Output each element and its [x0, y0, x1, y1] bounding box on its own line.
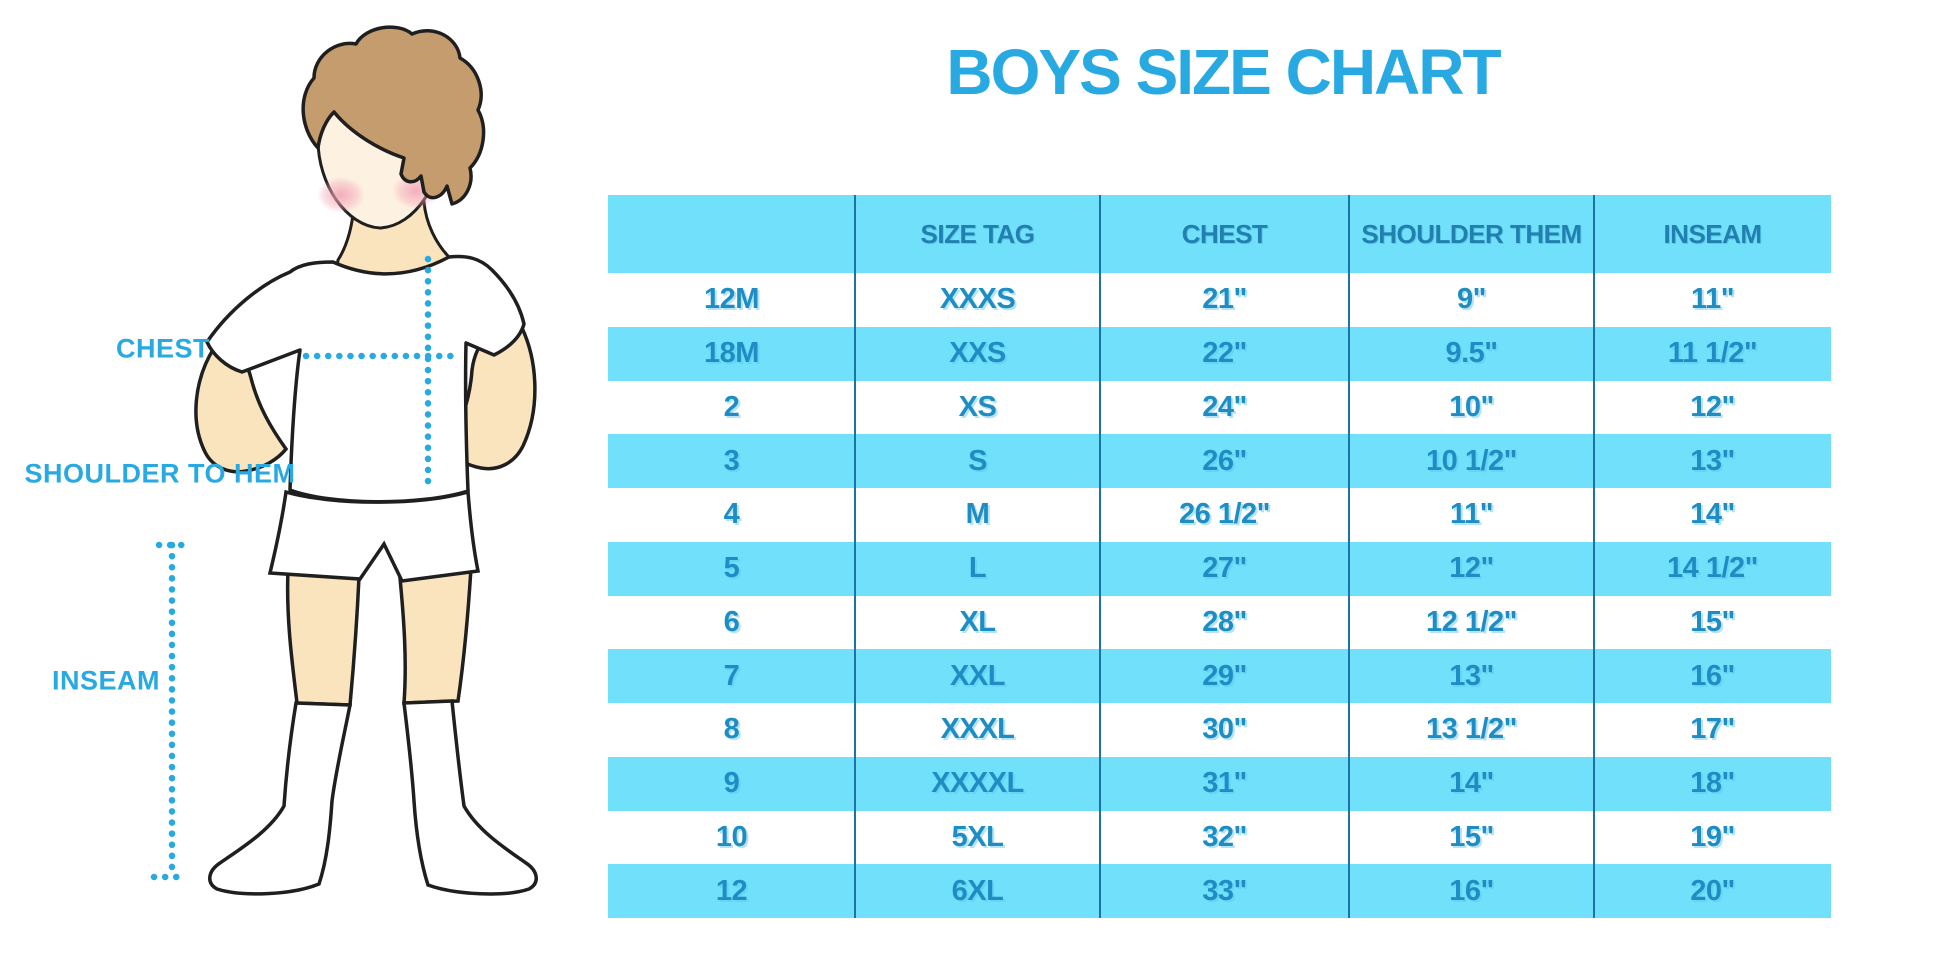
cell-inseam: 12"	[1690, 390, 1735, 423]
column-divider	[1593, 195, 1595, 918]
cell-inseam: 16"	[1690, 659, 1735, 692]
cell-size-tag: 5XL	[951, 820, 1004, 853]
table-row: 3 S 26" 10 1/2" 13"	[608, 434, 1831, 488]
cell-chest: 26 1/2"	[1179, 498, 1270, 531]
cell-shoulder: 9"	[1457, 283, 1486, 316]
cell-size: 4	[723, 498, 740, 531]
cell-inseam: 13"	[1690, 444, 1735, 477]
column-divider	[1099, 195, 1101, 918]
cell-shoulder: 13 1/2"	[1426, 713, 1517, 746]
shorts	[267, 489, 481, 583]
cell-size-tag: S	[968, 444, 987, 477]
table-row: 12 6XL 33" 16" 20"	[608, 864, 1831, 918]
table-row: 5 L 27" 12" 14 1/2"	[608, 541, 1831, 596]
cell-size-tag: 6XL	[951, 874, 1004, 907]
cell-size-tag: XXXS	[939, 283, 1016, 316]
cell-size: 5	[723, 552, 740, 585]
cell-size: 2	[723, 390, 740, 423]
table-row: 10 5XL 32" 15" 19"	[608, 810, 1831, 865]
cell-size: 7	[723, 659, 740, 692]
size-table: SIZE TAG CHEST SHOULDER THEM INSEAM 12M …	[608, 195, 1831, 918]
cell-size: 10	[715, 820, 748, 853]
measurement-lines	[150, 255, 464, 881]
cell-shoulder: 10"	[1449, 390, 1494, 423]
cell-size-tag: XL	[959, 605, 996, 638]
cell-inseam: 11 1/2"	[1667, 337, 1758, 370]
boy-measurement-illustration	[150, 25, 538, 896]
cell-size-tag: L	[968, 552, 987, 585]
cell-shoulder: 14"	[1449, 767, 1494, 800]
column-divider	[854, 195, 856, 918]
cell-size-tag: XXS	[949, 337, 1006, 370]
cell-chest: 28"	[1202, 605, 1247, 638]
cell-shoulder: 11"	[1450, 498, 1493, 531]
cell-shoulder: 12 1/2"	[1426, 605, 1517, 638]
cell-shoulder: 15"	[1449, 820, 1494, 853]
cell-size-tag: XXXL	[940, 713, 1015, 746]
legs	[285, 565, 473, 707]
arms	[194, 325, 537, 474]
cell-chest: 31"	[1202, 767, 1247, 800]
table-row: 6 XL 28" 12 1/2" 15"	[608, 595, 1831, 650]
socks	[208, 699, 538, 896]
cell-shoulder: 10 1/2"	[1426, 444, 1517, 477]
cell-chest: 29"	[1202, 659, 1247, 692]
table-row: 4 M 26 1/2" 11" 14"	[608, 488, 1831, 542]
inseam-label: INSEAM	[51, 665, 161, 696]
cell-size: 12M	[704, 283, 759, 316]
cell-size: 6	[723, 605, 740, 638]
table-row: 18M XXS 22" 9.5" 11 1/2"	[608, 326, 1831, 381]
table-row: 7 XXL 29" 13" 16"	[608, 649, 1831, 703]
cell-inseam: 15"	[1690, 605, 1735, 638]
cell-size-tag: XS	[958, 390, 997, 423]
cell-chest: 30"	[1202, 713, 1247, 746]
cell-chest: 27"	[1202, 552, 1247, 585]
cell-chest: 24"	[1202, 390, 1247, 423]
cell-inseam: 19"	[1690, 820, 1735, 853]
table-row: 2 XS 24" 10" 12"	[608, 380, 1831, 435]
cell-size: 9	[723, 767, 740, 800]
table-row: 8 XXXL 30" 13 1/2" 17"	[608, 703, 1831, 757]
cell-size-tag: M	[965, 498, 990, 531]
cell-size: 3	[723, 444, 740, 477]
table-row: 9 XXXXL 31" 14" 18"	[608, 756, 1831, 811]
table-row: 12M XXXS 21" 9" 11"	[608, 273, 1831, 327]
header-cell-inseam: INSEAM	[1663, 218, 1762, 249]
shoulder-to-hem-label: SHOULDER TO HEM	[24, 458, 296, 489]
table-header-row: SIZE TAG CHEST SHOULDER THEM INSEAM	[608, 195, 1831, 273]
cell-inseam: 17"	[1690, 713, 1735, 746]
hair	[301, 25, 486, 206]
cell-shoulder: 13"	[1449, 659, 1494, 692]
t-shirt	[205, 254, 526, 504]
cell-size: 18M	[704, 337, 759, 370]
header-cell-chest: CHEST	[1181, 218, 1268, 249]
cell-size: 12	[715, 874, 748, 907]
cell-shoulder: 9.5"	[1445, 337, 1498, 370]
header-cell-shoulder: SHOULDER THEM	[1361, 218, 1582, 249]
cell-size-tag: XXL	[950, 659, 1005, 692]
cell-chest: 33"	[1202, 874, 1247, 907]
cell-shoulder: 16"	[1449, 874, 1494, 907]
blush-left	[317, 177, 365, 213]
cell-chest: 32"	[1202, 820, 1247, 853]
cell-size: 8	[723, 713, 740, 746]
page-title: BOYS SIZE CHART	[946, 36, 1501, 108]
cell-inseam: 14"	[1690, 498, 1735, 531]
cell-inseam: 20"	[1690, 874, 1735, 907]
column-divider	[1348, 195, 1350, 918]
head	[301, 25, 486, 230]
cell-inseam: 18"	[1690, 767, 1735, 800]
cell-chest: 21"	[1202, 283, 1247, 316]
cell-inseam: 11"	[1691, 283, 1734, 316]
inseam-dotted-line	[150, 541, 191, 881]
header-cell-size-tag: SIZE TAG	[920, 218, 1035, 249]
header-cell-blank	[608, 195, 855, 273]
cell-size-tag: XXXXL	[931, 767, 1024, 800]
cell-inseam: 14 1/2"	[1667, 552, 1758, 585]
cell-shoulder: 12"	[1449, 552, 1494, 585]
chest-label: CHEST	[115, 333, 211, 364]
cell-chest: 22"	[1202, 337, 1247, 370]
cell-chest: 26"	[1202, 444, 1247, 477]
